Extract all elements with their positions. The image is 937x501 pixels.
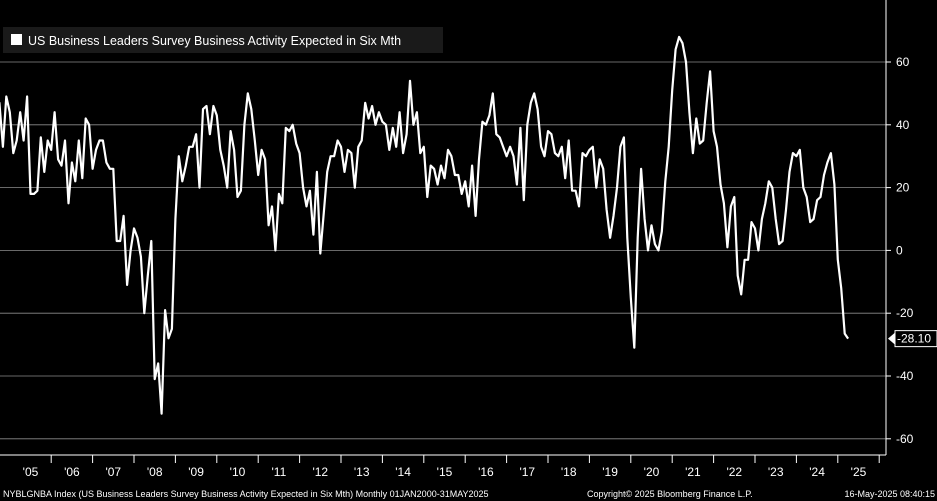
- x-tick-label: '22: [726, 465, 742, 479]
- legend-label: US Business Leaders Survey Business Acti…: [28, 34, 401, 48]
- x-tick-label: '08: [147, 465, 163, 479]
- y-tick-label: -40: [896, 369, 914, 383]
- x-tick-label: '16: [478, 465, 494, 479]
- y-tick-label: -60: [896, 432, 914, 446]
- y-axis-ticks: -60 -40 -20 0 20 40 60: [886, 55, 914, 446]
- x-tick-label: '09: [188, 465, 204, 479]
- x-axis-ticks: '05 '06 '07 '08 '09 '10 '11 '12 '13 '14 '15 '16 '17 '…: [23, 455, 880, 479]
- x-tick-label: '21: [685, 465, 701, 479]
- last-value-marker: -28.10: [888, 330, 937, 348]
- legend-swatch: [11, 34, 22, 45]
- footer-timestamp: 16-May-2025 08:40:15: [844, 489, 935, 499]
- x-tick-label: '18: [561, 465, 577, 479]
- x-tick-label: '25: [851, 465, 867, 479]
- gridlines: [0, 61, 886, 440]
- x-tick-label: '24: [809, 465, 825, 479]
- last-value-label: -28.10: [897, 332, 931, 346]
- x-tick-label: '06: [64, 465, 80, 479]
- x-tick-label: '13: [354, 465, 370, 479]
- x-tick-label: '15: [437, 465, 453, 479]
- series-line: [0, 35, 850, 415]
- x-tick-label: '19: [602, 465, 618, 479]
- last-value-box: [894, 330, 937, 348]
- x-tick-label: '12: [312, 465, 328, 479]
- y-tick-label: 60: [896, 55, 910, 69]
- x-tick-label: '05: [23, 465, 39, 479]
- footer-source: NYBLGNBA Index (US Business Leaders Surv…: [3, 489, 489, 499]
- x-tick-label: '07: [105, 465, 121, 479]
- y-tick-label: 40: [896, 118, 910, 132]
- x-tick-label: '20: [644, 465, 660, 479]
- x-tick-label: '17: [519, 465, 535, 479]
- last-value-arrow: [888, 332, 895, 345]
- legend-box: [3, 27, 443, 53]
- legend: US Business Leaders Survey Business Acti…: [3, 27, 443, 53]
- x-tick-label: '23: [768, 465, 784, 479]
- y-tick-label: 0: [896, 243, 903, 257]
- y-tick-label: -20: [896, 306, 914, 320]
- x-tick-label: '14: [395, 465, 411, 479]
- x-tick-label: '10: [230, 465, 246, 479]
- x-tick-label: '11: [272, 465, 287, 479]
- footer-copyright: Copyright© 2025 Bloomberg Finance L.P.: [587, 489, 753, 499]
- y-tick-label: 20: [896, 181, 910, 195]
